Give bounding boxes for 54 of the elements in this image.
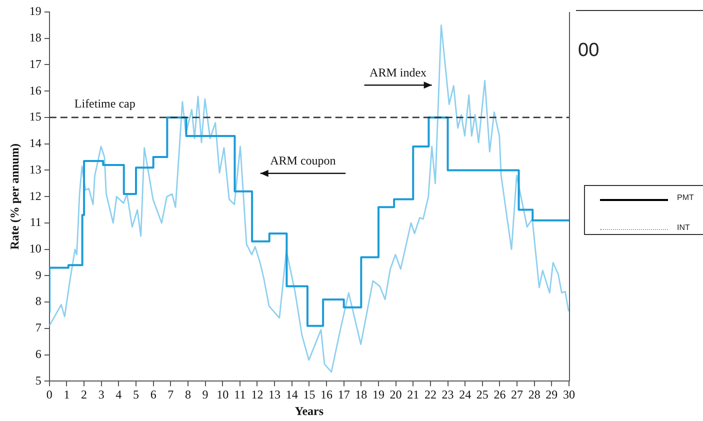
y-tick-label: 15 [29,110,42,124]
x-tick-label: 18 [355,388,368,402]
annotation: ARM coupon [270,153,336,168]
y-tick-label: 10 [29,242,42,256]
x-tick-label: 30 [563,388,575,402]
y-tick-label: 16 [29,83,42,98]
y-axis-title: Rate (% per annum) [7,144,22,250]
y-tick-label: 8 [35,294,42,308]
x-tick-label: 29 [546,388,558,402]
annotation: ARM index [370,65,427,80]
y-tick-label: 11 [30,215,42,230]
x-tick-label: 3 [98,388,104,402]
ref-line-label: Lifetime cap [74,96,136,111]
text: INT [677,223,690,232]
x-tick-label: 20 [390,388,402,402]
x-tick-label: 10 [216,388,229,402]
x-tick-label: 15 [303,388,316,402]
x-tick-label: 14 [286,388,298,402]
y-tick-label: 5 [35,373,42,388]
y-tick-label: 12 [29,188,42,203]
x-tick-label: 9 [202,388,208,402]
x-tick-label: 23 [442,388,454,402]
y-tick-label: 17 [29,56,42,71]
x-tick-label: 16 [320,388,333,402]
y-tick-label: 19 [29,4,42,18]
x-tick-label: 17 [338,388,350,402]
y-tick-label: 6 [35,346,42,361]
x-axis-title: Years [294,404,324,418]
x-tick-label: 8 [184,388,191,402]
x-tick-label: 28 [528,388,540,402]
x-tick-label: 1 [64,388,70,402]
x-tick-label: 26 [494,388,506,402]
x-tick-label: 12 [251,388,264,402]
x-tick-label: 27 [511,388,524,402]
x-tick-label: 13 [268,388,281,402]
y-tick-label: 9 [35,268,42,282]
x-tick-label: 5 [133,388,139,402]
text: 00 [578,40,600,62]
text: PMT [677,193,694,202]
y-tick-label: 14 [29,136,42,150]
x-tick-label: 6 [150,388,156,402]
x-tick-label: 0 [46,388,52,402]
x-tick-label: 22 [424,388,436,402]
x-tick-label: 25 [476,388,488,402]
x-tick-label: 19 [372,388,384,402]
x-tick-label: 2 [81,388,88,402]
x-tick-label: 4 [116,388,122,402]
y-tick-label: 18 [29,30,42,45]
x-tick-label: 7 [168,388,174,402]
x-tick-label: 11 [234,388,246,402]
y-tick-label: 7 [35,320,42,335]
y-tick-label: 13 [29,162,42,176]
x-tick-label: 24 [459,388,472,402]
x-tick-label: 21 [407,388,420,402]
